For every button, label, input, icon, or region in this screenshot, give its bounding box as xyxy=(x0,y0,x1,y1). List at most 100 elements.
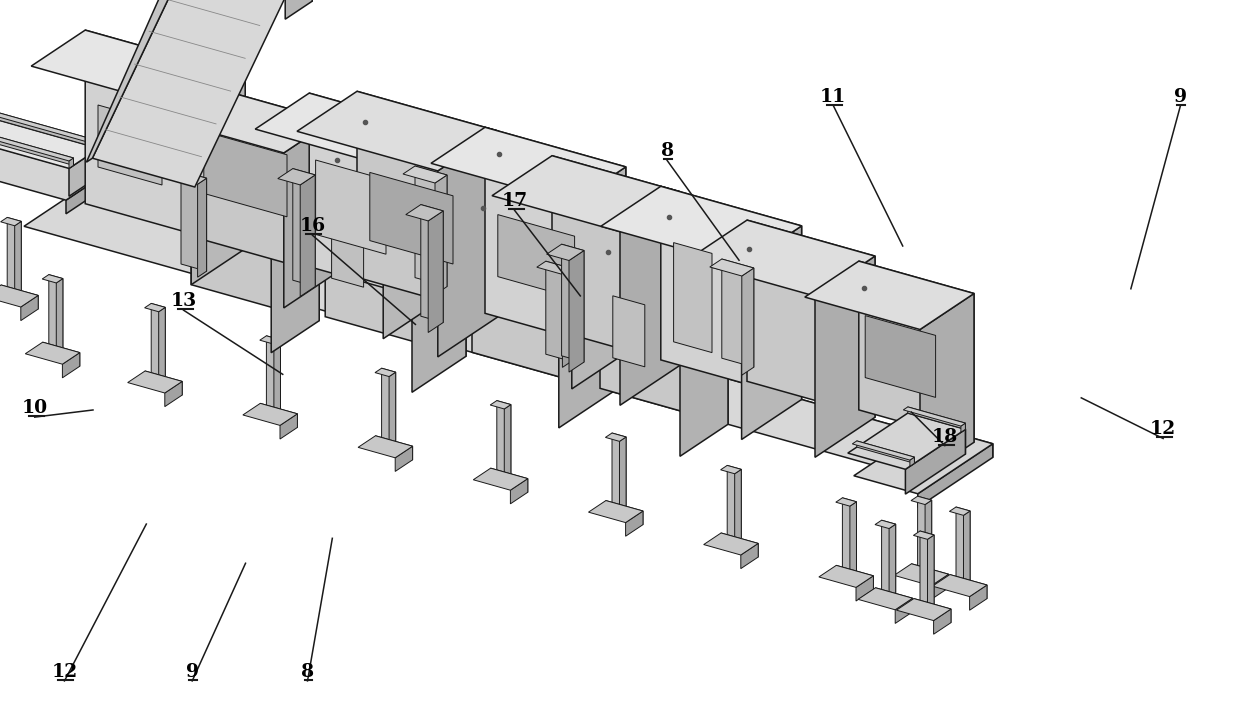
Polygon shape xyxy=(914,531,934,539)
Polygon shape xyxy=(56,279,63,357)
Polygon shape xyxy=(491,468,528,492)
Polygon shape xyxy=(511,478,528,504)
Polygon shape xyxy=(0,98,99,168)
Polygon shape xyxy=(866,316,936,397)
Polygon shape xyxy=(911,496,931,505)
Polygon shape xyxy=(961,423,966,432)
Polygon shape xyxy=(497,215,574,298)
Polygon shape xyxy=(432,128,626,203)
Polygon shape xyxy=(405,205,443,221)
Polygon shape xyxy=(403,166,446,183)
Polygon shape xyxy=(0,108,73,161)
Polygon shape xyxy=(284,121,332,308)
Polygon shape xyxy=(272,130,466,206)
Polygon shape xyxy=(87,0,185,162)
Polygon shape xyxy=(875,588,913,612)
Polygon shape xyxy=(920,446,968,494)
Polygon shape xyxy=(172,171,207,184)
Polygon shape xyxy=(0,285,38,307)
Polygon shape xyxy=(620,437,626,515)
Polygon shape xyxy=(842,498,857,576)
Polygon shape xyxy=(928,535,934,614)
Polygon shape xyxy=(0,108,73,165)
Polygon shape xyxy=(151,304,165,381)
Polygon shape xyxy=(905,429,966,494)
Polygon shape xyxy=(563,268,572,367)
Text: 13: 13 xyxy=(170,292,197,310)
Polygon shape xyxy=(331,216,363,287)
Polygon shape xyxy=(62,353,79,378)
Polygon shape xyxy=(727,466,742,544)
Polygon shape xyxy=(740,543,758,569)
Polygon shape xyxy=(613,433,626,511)
Polygon shape xyxy=(370,173,453,264)
Polygon shape xyxy=(0,98,99,176)
Polygon shape xyxy=(69,158,73,168)
Polygon shape xyxy=(818,565,873,588)
Text: 16: 16 xyxy=(299,217,326,235)
Polygon shape xyxy=(435,175,446,294)
Polygon shape xyxy=(889,524,895,603)
Polygon shape xyxy=(626,511,644,536)
Polygon shape xyxy=(293,168,315,287)
Polygon shape xyxy=(848,413,966,469)
Polygon shape xyxy=(709,259,754,276)
Text: 11: 11 xyxy=(820,88,847,106)
Polygon shape xyxy=(963,511,970,590)
Polygon shape xyxy=(298,91,497,171)
Polygon shape xyxy=(357,91,497,317)
Polygon shape xyxy=(734,469,742,548)
Polygon shape xyxy=(605,433,626,441)
Polygon shape xyxy=(490,401,511,409)
Polygon shape xyxy=(389,372,396,451)
Polygon shape xyxy=(98,105,162,185)
Polygon shape xyxy=(42,275,63,283)
Text: 9: 9 xyxy=(186,663,198,681)
Polygon shape xyxy=(191,81,332,276)
Polygon shape xyxy=(552,155,680,365)
Polygon shape xyxy=(908,407,966,429)
Text: 12: 12 xyxy=(51,663,78,681)
Polygon shape xyxy=(720,466,742,473)
Polygon shape xyxy=(31,30,246,111)
Polygon shape xyxy=(280,414,298,439)
Polygon shape xyxy=(420,205,443,322)
Polygon shape xyxy=(673,242,712,353)
Polygon shape xyxy=(920,531,934,610)
Polygon shape xyxy=(243,404,298,426)
Polygon shape xyxy=(920,294,973,478)
Polygon shape xyxy=(858,588,913,610)
Polygon shape xyxy=(278,168,315,185)
Polygon shape xyxy=(836,498,857,506)
Polygon shape xyxy=(911,564,949,588)
Polygon shape xyxy=(857,441,914,463)
Polygon shape xyxy=(376,436,413,460)
Polygon shape xyxy=(918,496,931,575)
Polygon shape xyxy=(374,368,396,376)
Polygon shape xyxy=(852,441,914,460)
Polygon shape xyxy=(145,371,182,395)
Polygon shape xyxy=(742,226,801,439)
Polygon shape xyxy=(815,256,875,457)
Polygon shape xyxy=(15,221,21,300)
Polygon shape xyxy=(267,336,280,414)
Polygon shape xyxy=(931,574,949,600)
Polygon shape xyxy=(159,307,165,386)
Polygon shape xyxy=(94,141,99,151)
Polygon shape xyxy=(260,336,280,344)
Polygon shape xyxy=(72,195,968,462)
Polygon shape xyxy=(143,81,332,153)
Polygon shape xyxy=(66,172,108,214)
Polygon shape xyxy=(485,128,626,353)
Polygon shape xyxy=(0,91,99,148)
Polygon shape xyxy=(903,407,966,426)
Polygon shape xyxy=(203,131,286,217)
Polygon shape xyxy=(492,155,680,232)
Polygon shape xyxy=(260,404,298,427)
Polygon shape xyxy=(382,368,396,446)
Polygon shape xyxy=(0,91,99,144)
Polygon shape xyxy=(600,227,728,424)
Polygon shape xyxy=(950,507,970,515)
Text: 8: 8 xyxy=(661,143,673,160)
Polygon shape xyxy=(42,342,79,366)
